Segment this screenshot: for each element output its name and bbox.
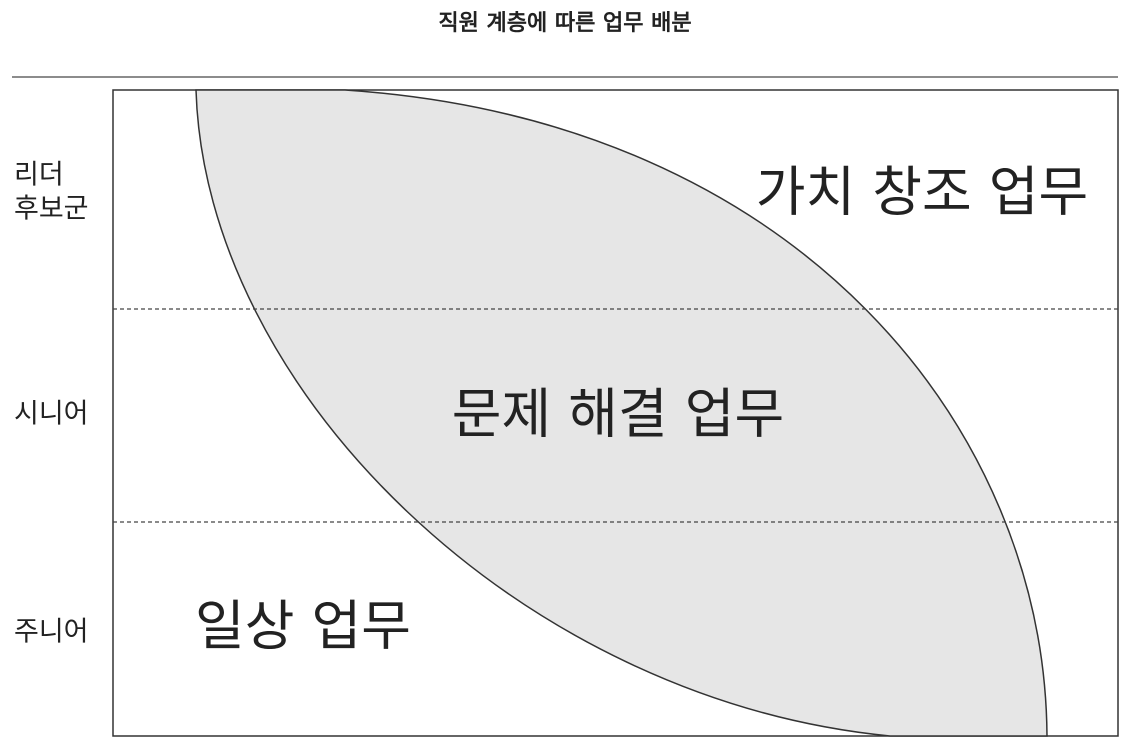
title: 직원 계층에 따른 업무 배분 bbox=[438, 11, 691, 36]
row-label: 주니어 bbox=[14, 617, 89, 648]
row-label: 후보군 bbox=[14, 194, 89, 225]
row-label: 리더 bbox=[14, 160, 64, 191]
row-label: 시니어 bbox=[14, 399, 89, 430]
region-label: 일상 업무 bbox=[195, 595, 411, 658]
problem-solving-lens bbox=[195, 89, 1048, 737]
region-label: 문제 해결 업무 bbox=[452, 383, 784, 446]
region-label: 가치 창조 업무 bbox=[756, 161, 1088, 224]
